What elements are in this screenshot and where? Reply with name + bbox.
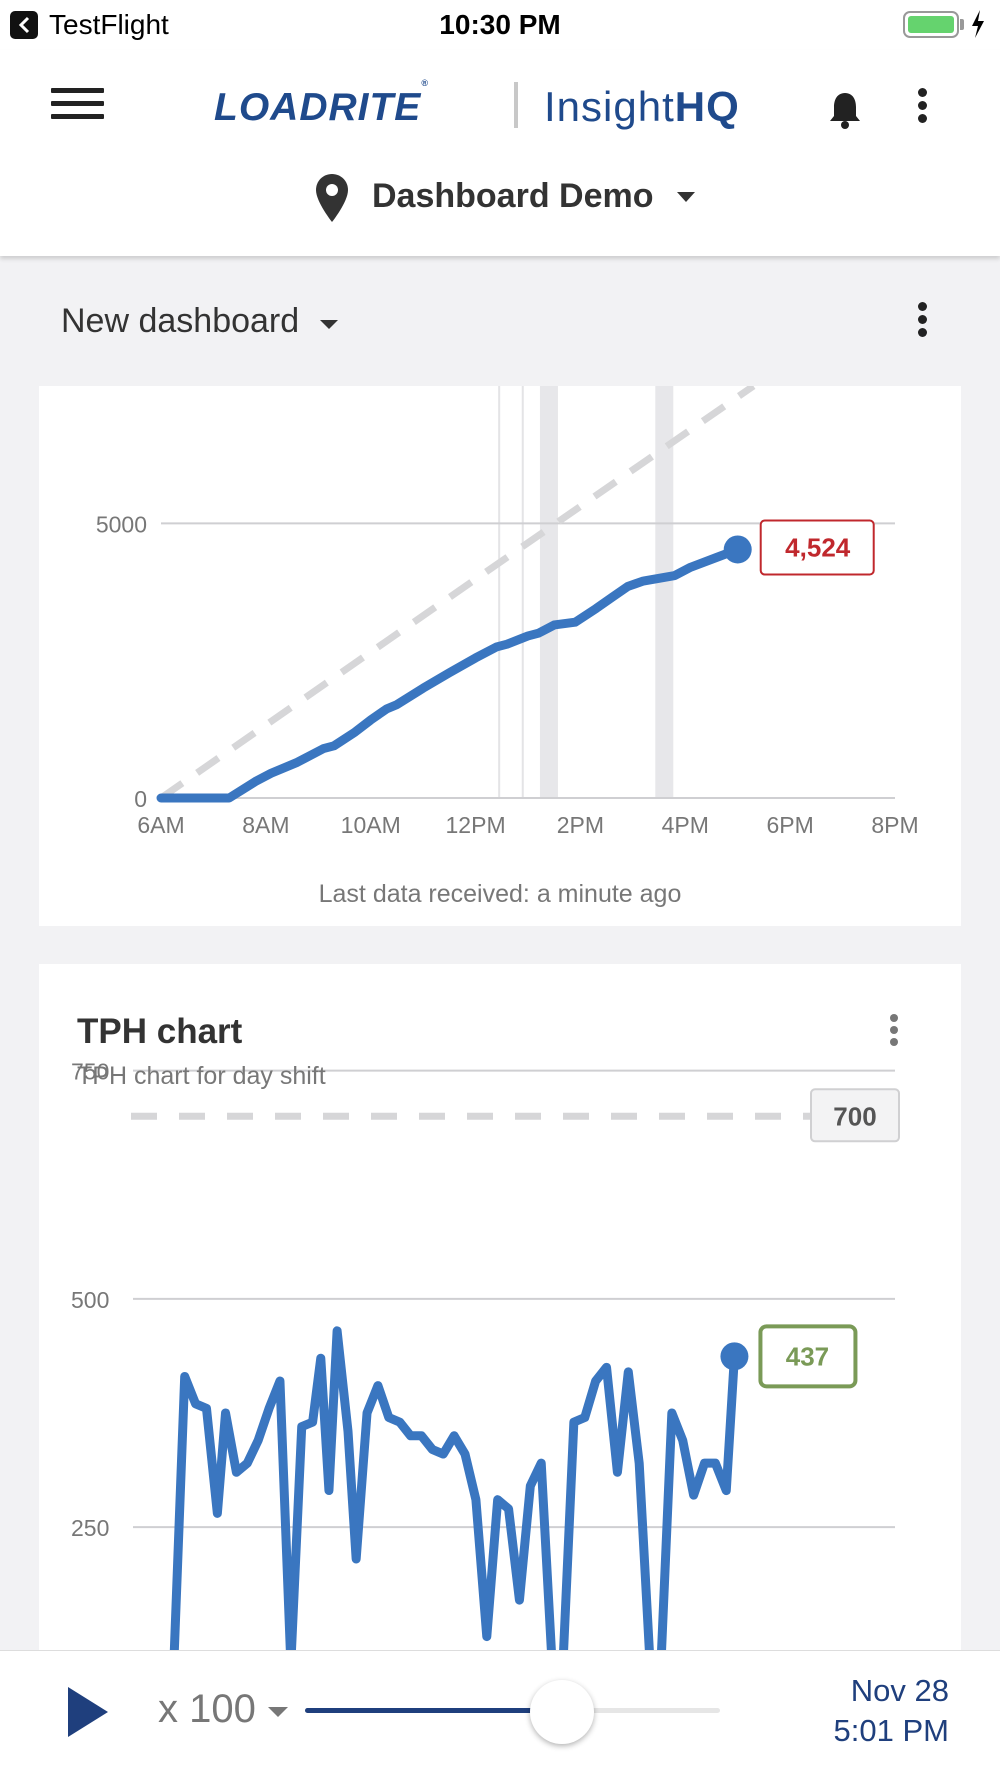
caret-down-icon[interactable] <box>320 320 338 329</box>
status-bar: TestFlight 10:30 PM <box>0 0 1000 50</box>
map-pin-icon <box>316 174 348 222</box>
playback-date: Nov 28 <box>850 1673 949 1708</box>
target-value-label: 700 <box>833 1101 876 1131</box>
cumulative-chart-card: 0 5000 6AM 8AM 10AM 12PM 2PM 4PM 6PM 8PM 4,524 Las… <box>39 383 961 926</box>
back-arrow-icon[interactable] <box>10 11 38 39</box>
tph-line-chart: 250 500 750 700 437 <box>71 1059 900 1669</box>
card-title: TPH chart <box>77 1012 243 1051</box>
current-value-label: 4,524 <box>785 532 851 562</box>
more-vertical-icon[interactable] <box>883 1014 905 1050</box>
card-subtitle: TPH chart for day shift <box>77 1062 326 1090</box>
x-tick-label: 8PM <box>871 812 918 838</box>
x-tick-label: 6PM <box>766 812 813 838</box>
x-tick-label: 6AM <box>137 812 184 838</box>
dashboard-selector[interactable]: New dashboard <box>61 302 300 340</box>
last-point-marker <box>723 535 752 564</box>
app-header: LOADRITE® InsightHQ Dashboard Demo <box>0 50 1000 256</box>
back-app-label[interactable]: TestFlight <box>49 9 169 40</box>
y-tick-label: 500 <box>71 1287 109 1313</box>
bell-icon[interactable] <box>828 90 862 130</box>
play-icon[interactable] <box>68 1687 108 1737</box>
brand-logo: LOADRITE® <box>214 78 429 129</box>
timeline-slider[interactable] <box>305 1708 720 1713</box>
product-name: InsightHQ <box>544 83 740 130</box>
vertical-marker-band <box>539 386 558 798</box>
last-data-received: Last data received: a minute ago <box>318 880 682 908</box>
x-tick-label: 8AM <box>242 812 289 838</box>
target-dashed-line <box>159 383 756 801</box>
timeline-progress <box>305 1708 563 1713</box>
y-tick-label: 250 <box>71 1515 109 1541</box>
cumulative-line-chart: 0 5000 6AM 8AM 10AM 12PM 2PM 4PM 6PM 8PM 4,524 <box>96 383 919 838</box>
hamburger-menu-icon[interactable] <box>51 88 104 122</box>
timeline-slider-thumb[interactable] <box>530 1680 595 1744</box>
site-name[interactable]: Dashboard Demo <box>372 177 654 215</box>
y-tick-label: 5000 <box>96 511 147 537</box>
playback-bar: x 100 Nov 28 5:01 PM <box>0 1650 1000 1778</box>
caret-down-icon[interactable] <box>268 1707 288 1717</box>
playback-datetime: Nov 28 5:01 PM <box>834 1671 949 1751</box>
x-tick-label: 10AM <box>341 812 401 838</box>
y-tick-label: 750 <box>71 1059 109 1085</box>
cumulative-series-line <box>156 544 743 803</box>
status-time: 10:30 PM <box>439 9 561 40</box>
site-selector[interactable]: Dashboard Demo <box>0 168 1000 228</box>
more-vertical-icon[interactable] <box>912 302 934 338</box>
playback-time: 5:01 PM <box>833 1713 949 1748</box>
tph-series-line <box>169 1326 739 1669</box>
target-label-box <box>810 1088 900 1143</box>
value-label-box <box>758 1324 858 1389</box>
x-tick-label: 4PM <box>662 812 709 838</box>
value-label-box <box>759 519 875 576</box>
battery-icon <box>903 11 959 38</box>
vertical-marker-band <box>655 386 674 798</box>
x-tick-label: 12PM <box>446 812 506 838</box>
tph-chart-card: TPH chart TPH chart for day shift 250 500… <box>39 964 961 1669</box>
current-value-label: 437 <box>786 1341 829 1371</box>
caret-down-icon[interactable] <box>677 192 695 202</box>
x-tick-label: 2PM <box>557 812 604 838</box>
brand-divider <box>514 82 518 128</box>
charging-bolt-icon <box>972 10 984 38</box>
y-tick-label: 0 <box>134 786 147 812</box>
battery-nub <box>960 19 964 30</box>
last-point-marker <box>720 1342 749 1371</box>
more-vertical-icon[interactable] <box>912 88 934 124</box>
speed-selector[interactable]: x 100 <box>158 1687 256 1731</box>
